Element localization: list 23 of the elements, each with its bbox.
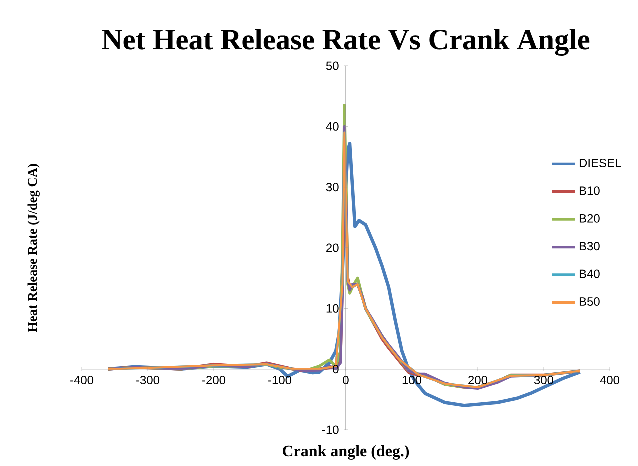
x-tick-label: 200 [468,376,488,385]
x-tick-label: -400 [70,376,94,385]
legend-label: B50 [580,298,600,306]
legend-label: B10 [580,186,600,196]
legend-label: DIESEL [580,158,622,168]
x-tick-label: -300 [136,376,160,385]
legend-label: B20 [580,214,600,223]
y-tick-label: -10 [322,426,339,434]
y-axis-title: Heat Release Rate (J/deg CA) [28,164,40,332]
y-tick-label: 20 [326,244,339,252]
x-tick-label: -200 [202,376,226,385]
x-axis-title: Crank angle (deg.) [283,445,410,460]
legend-label: B30 [580,242,600,251]
x-tick-label: -100 [268,376,292,385]
y-tick-label: 50 [326,62,339,70]
y-tick-label: 40 [326,122,339,131]
y-tick-label: 10 [326,304,339,313]
chart-title: Net Heat Release Rate Vs Crank Angle [102,29,590,56]
x-tick-label: 0 [343,376,349,385]
y-tick-label: 30 [326,183,339,192]
x-tick-label: 300 [534,376,554,385]
x-tick-label: 400 [600,376,620,385]
legend-label: B40 [580,270,600,278]
